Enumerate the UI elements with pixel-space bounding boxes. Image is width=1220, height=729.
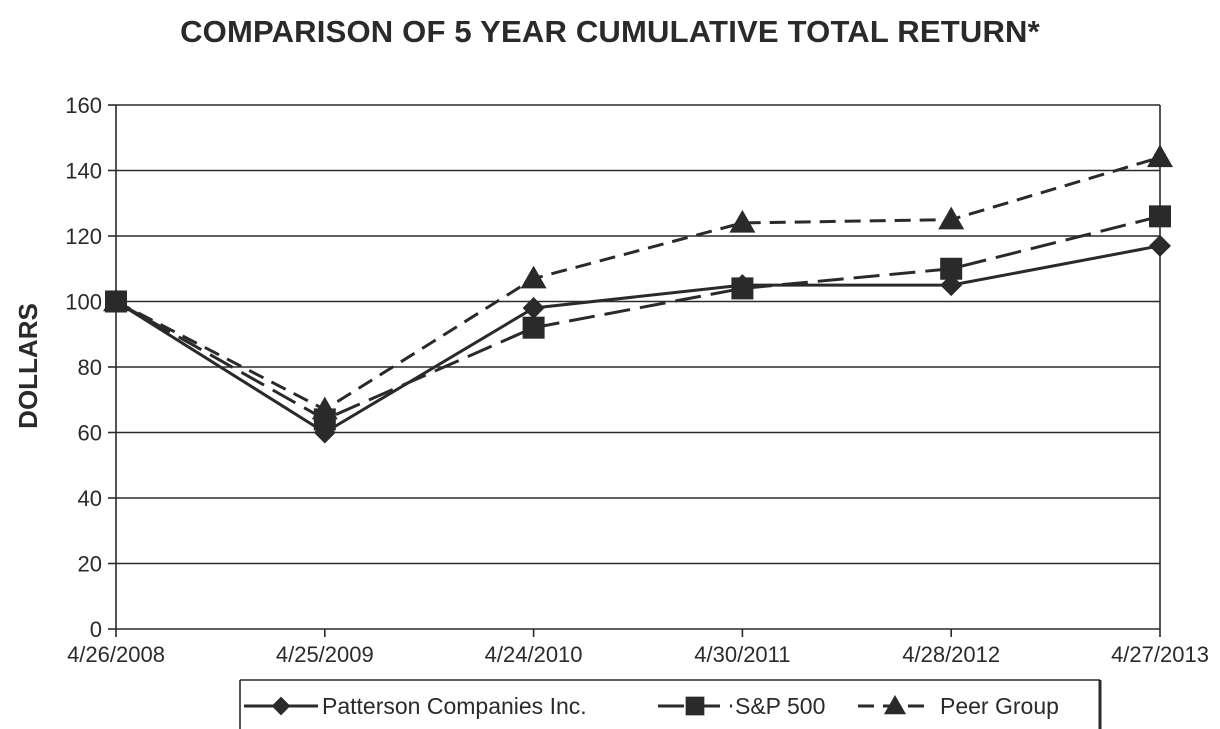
data-point-diamond: [522, 297, 545, 320]
legend-marker-diamond: [271, 696, 291, 716]
y-tick-label: 0: [90, 617, 102, 642]
series-line-0: [115, 244, 1161, 434]
series-line-2: [115, 155, 1161, 412]
x-tick-label: 4/27/2013: [1111, 642, 1209, 667]
y-tick-label: 100: [65, 290, 102, 315]
legend: Patterson Companies Inc. S&P 500 Peer Grou…: [239, 679, 1102, 729]
data-point-diamond: [1149, 234, 1171, 257]
y-tick-label: 60: [78, 421, 102, 446]
x-tick-label: 4/24/2010: [485, 642, 583, 667]
y-tick-label: 160: [65, 93, 102, 118]
series-lines: [115, 155, 1161, 434]
axes: 0 20 40 60 80 100 120 140 160 4/26/2008 4/25/2009 4…: [65, 93, 1209, 667]
legend-marker-square: [685, 696, 705, 716]
series-markers: [103, 144, 1173, 444]
x-tick-label: 4/25/2009: [276, 642, 374, 667]
chart-title: COMPARISON OF 5 YEAR CUMULATIVE TOTAL RE…: [180, 14, 1040, 49]
gridlines: [116, 104, 1160, 630]
data-point-triangle: [1147, 144, 1173, 168]
y-tick-label: 20: [78, 552, 102, 577]
legend-label: S&P 500: [735, 693, 825, 719]
y-tick-label: 140: [65, 159, 102, 184]
data-point-triangle: [729, 209, 756, 233]
y-tick-label: 40: [78, 486, 102, 511]
legend-label: Patterson Companies Inc.: [322, 693, 587, 719]
data-point-square: [522, 316, 545, 339]
data-point-triangle: [103, 288, 129, 312]
series-line-1: [115, 214, 1161, 421]
y-tick-label: 120: [65, 224, 102, 249]
x-tick-label: 4/30/2011: [694, 642, 790, 667]
data-point-square: [731, 277, 754, 300]
y-axis-title: DOLLARS: [13, 303, 43, 429]
y-tick-label: 80: [78, 355, 102, 380]
data-point-triangle: [311, 396, 338, 420]
x-tick-label: 4/26/2008: [67, 642, 165, 667]
data-point-triangle: [520, 265, 547, 289]
x-tick-label: 4/28/2012: [902, 642, 1000, 667]
data-point-square: [940, 257, 963, 280]
legend-label: Peer Group: [940, 693, 1059, 719]
data-point-triangle: [938, 206, 965, 230]
data-point-square: [1149, 205, 1171, 228]
legend-marker-triangle: [883, 694, 907, 715]
